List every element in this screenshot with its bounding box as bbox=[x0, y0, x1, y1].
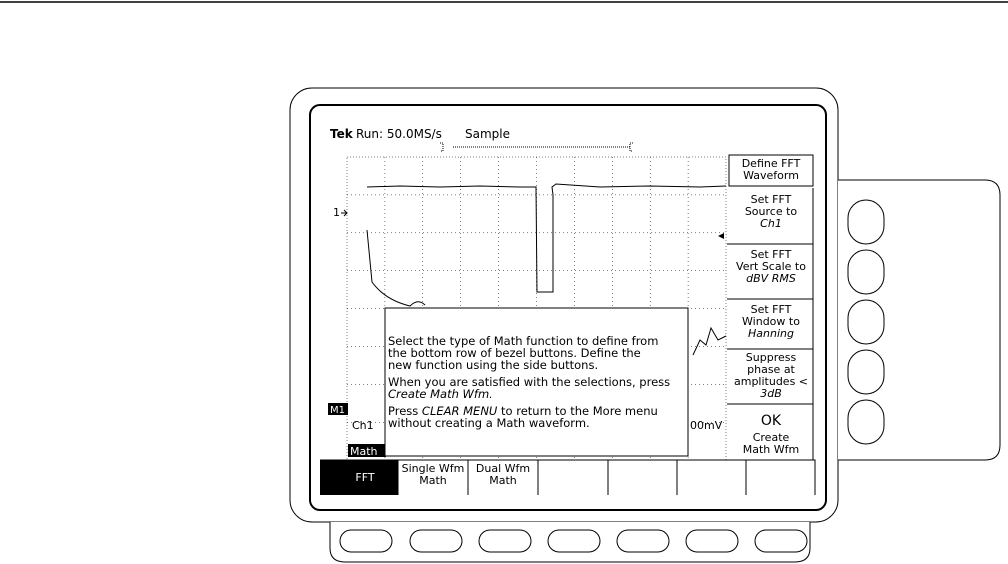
side-button[interactable] bbox=[847, 399, 885, 445]
bottom-buttons bbox=[339, 529, 808, 553]
record-bar bbox=[440, 142, 633, 152]
run-status: Run: 50.0MS/s bbox=[356, 127, 442, 141]
math-marker: M1 bbox=[330, 405, 345, 416]
text: Select the type of Math function to defi… bbox=[388, 334, 658, 348]
math-label-box bbox=[348, 444, 386, 457]
menu-item[interactable]: Ch1 bbox=[760, 217, 782, 230]
menu-item[interactable]: Dual Wfm bbox=[476, 462, 530, 475]
menu-item[interactable]: Math bbox=[489, 474, 517, 487]
bottom-button[interactable] bbox=[339, 529, 393, 553]
brand: Tek bbox=[330, 127, 354, 141]
menu-item[interactable]: Create bbox=[753, 431, 790, 444]
side-button[interactable] bbox=[847, 249, 885, 295]
scale-label: 00mV bbox=[690, 419, 723, 432]
side-button[interactable] bbox=[847, 199, 885, 245]
menu-item[interactable]: Set FFT bbox=[751, 303, 792, 316]
side-button[interactable] bbox=[847, 299, 885, 345]
menu-item[interactable]: 3dB bbox=[760, 387, 782, 400]
message-line: the bottom row of bezel buttons. Define … bbox=[388, 346, 641, 360]
text: Create Math Wfm. bbox=[388, 387, 493, 401]
menu-item[interactable]: Window to bbox=[742, 315, 800, 328]
menu-title: Define FFT bbox=[742, 157, 801, 170]
message-line: When you are satisfied with the selectio… bbox=[388, 375, 670, 389]
math-waveform bbox=[692, 326, 727, 356]
menu-item[interactable]: Math Wfm bbox=[743, 443, 799, 456]
ch1-label: Ch1 bbox=[352, 419, 374, 432]
bottom-button[interactable] bbox=[547, 529, 601, 553]
bottom-button[interactable] bbox=[409, 529, 463, 553]
menu-item[interactable]: amplitudes < bbox=[734, 375, 808, 388]
bottom-menu: FFT Single Wfm Math Dual Wfm Math bbox=[320, 459, 816, 495]
bottom-button[interactable] bbox=[478, 529, 532, 553]
ch1-marker: 1 bbox=[333, 206, 340, 219]
menu-item[interactable]: dBV RMS bbox=[746, 272, 796, 285]
text: without creating a Math waveform. bbox=[388, 416, 590, 430]
side-button[interactable] bbox=[847, 349, 885, 395]
menu-item[interactable]: FFT bbox=[355, 471, 374, 484]
ch1-waveform bbox=[366, 183, 727, 293]
graticule-frame bbox=[346, 156, 727, 461]
bottom-button[interactable] bbox=[616, 529, 670, 553]
bottom-button[interactable] bbox=[685, 529, 739, 553]
text: CLEAR MENU bbox=[422, 404, 498, 418]
menu-item[interactable]: Set FFT bbox=[751, 248, 792, 261]
side-bezel bbox=[838, 179, 1001, 461]
menu-item[interactable]: OK bbox=[761, 413, 782, 429]
trigger-marker bbox=[718, 233, 724, 239]
side-buttons bbox=[847, 199, 885, 445]
message-line: without creating a Math waveform. bbox=[388, 416, 590, 430]
selected-box bbox=[320, 460, 398, 495]
side-menu: Define FFT Waveform Set FFT Source to Ch… bbox=[727, 154, 814, 460]
acq-mode: Sample bbox=[465, 127, 510, 141]
message-line: Select the type of Math function to defi… bbox=[388, 334, 658, 348]
menu-item[interactable]: Suppress bbox=[746, 351, 797, 364]
message-line: Create Math Wfm. bbox=[388, 387, 493, 401]
menu-item[interactable]: Hanning bbox=[748, 327, 794, 340]
message-line: Press CLEAR MENU to return to the More m… bbox=[388, 404, 658, 418]
math-label: Math bbox=[350, 445, 378, 458]
menu-item[interactable]: phase at bbox=[747, 363, 795, 376]
text: new function using the side buttons. bbox=[388, 358, 598, 372]
message-box bbox=[384, 307, 689, 457]
math-marker-box bbox=[328, 403, 348, 415]
bottom-button[interactable] bbox=[754, 529, 808, 553]
menu-item[interactable]: Vert Scale to bbox=[736, 260, 806, 273]
menu-item[interactable]: Source to bbox=[745, 205, 798, 218]
math-waveform bbox=[366, 229, 426, 307]
text: When you are satisfied with the selectio… bbox=[388, 375, 670, 389]
text: the bottom row of bezel buttons. Define … bbox=[388, 346, 641, 360]
menu-item[interactable]: Set FFT bbox=[751, 193, 792, 206]
text: Press bbox=[388, 404, 422, 418]
menu-item[interactable]: Math bbox=[419, 474, 447, 487]
menu-item[interactable]: Single Wfm bbox=[402, 462, 465, 475]
menu-title-box bbox=[728, 154, 814, 187]
message-line: new function using the side buttons. bbox=[388, 358, 598, 372]
arrow bbox=[341, 209, 348, 217]
menu-dividers bbox=[727, 188, 814, 460]
menu-title: Waveform bbox=[743, 169, 799, 182]
text: to return to the More menu bbox=[497, 404, 657, 418]
message: Select the type of Math function to defi… bbox=[388, 334, 670, 430]
